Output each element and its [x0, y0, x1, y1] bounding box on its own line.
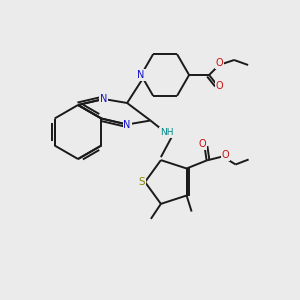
Text: O: O	[215, 81, 223, 91]
Text: S: S	[139, 177, 145, 187]
Text: NH: NH	[160, 128, 173, 137]
Text: N: N	[123, 119, 131, 130]
Text: O: O	[222, 151, 230, 160]
Text: N: N	[100, 94, 107, 104]
Text: O: O	[215, 58, 223, 68]
Text: N: N	[137, 70, 145, 80]
Text: O: O	[199, 140, 206, 149]
